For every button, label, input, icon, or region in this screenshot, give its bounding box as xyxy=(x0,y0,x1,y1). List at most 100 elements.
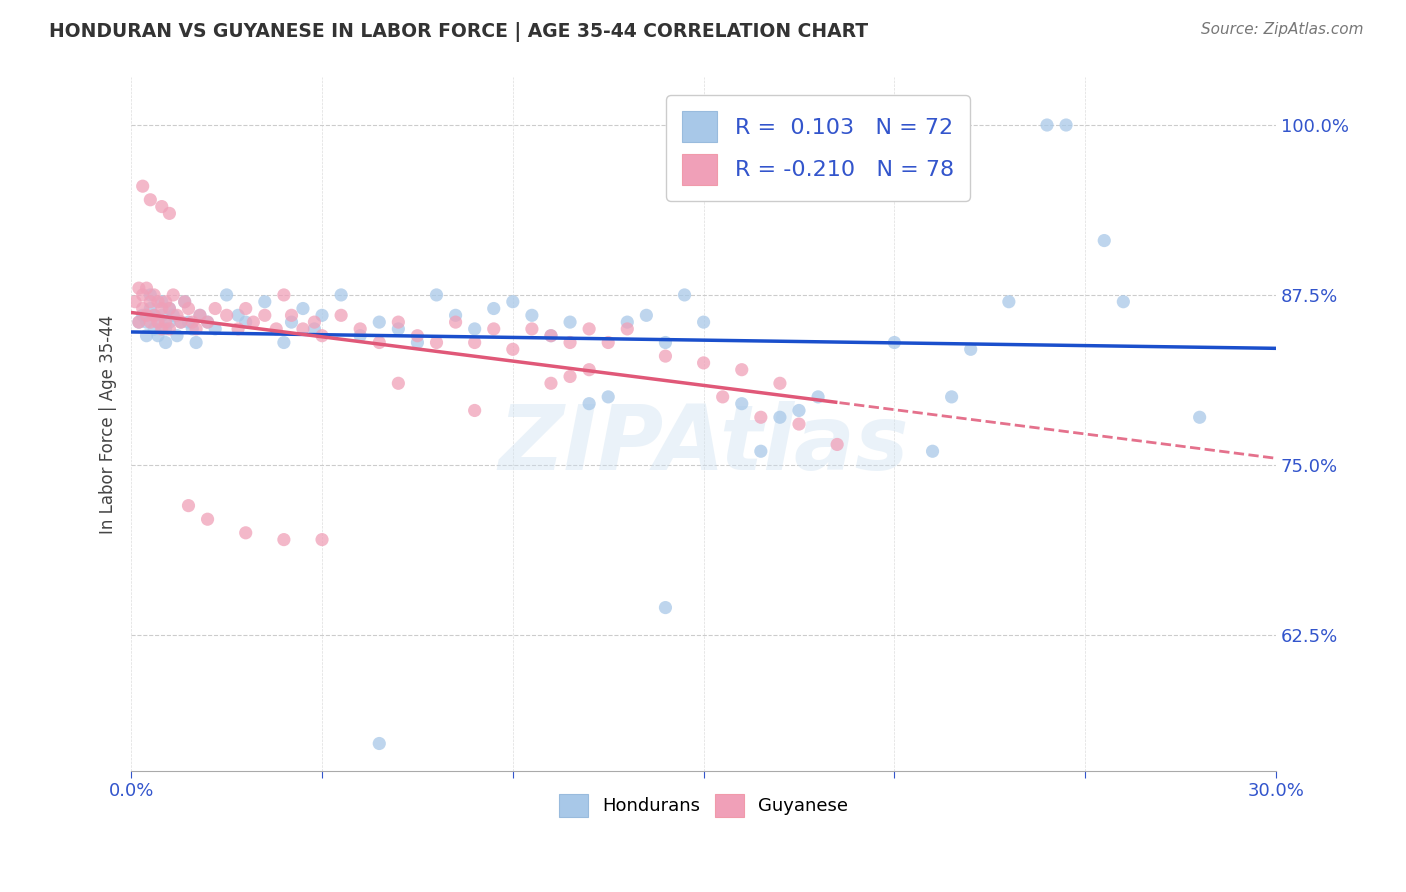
Point xyxy=(177,315,200,329)
Point xyxy=(235,525,257,540)
Point xyxy=(464,403,486,417)
Point xyxy=(598,335,620,350)
Point xyxy=(253,294,276,309)
Point xyxy=(235,315,257,329)
Point xyxy=(654,349,676,363)
Point xyxy=(731,397,754,411)
Point xyxy=(139,294,162,309)
Point xyxy=(166,328,188,343)
Point xyxy=(291,301,314,316)
Point xyxy=(139,288,162,302)
Point xyxy=(291,322,314,336)
Point xyxy=(197,512,219,526)
Point xyxy=(368,737,391,751)
Point xyxy=(1092,234,1115,248)
Point xyxy=(941,390,963,404)
Point xyxy=(177,499,200,513)
Point xyxy=(253,308,276,322)
Point xyxy=(150,301,173,316)
Point xyxy=(124,294,146,309)
Point xyxy=(311,533,333,547)
Point xyxy=(558,315,581,329)
Point xyxy=(368,335,391,350)
Point xyxy=(157,322,180,336)
Point xyxy=(1036,118,1059,132)
Point xyxy=(616,322,638,336)
Point xyxy=(215,288,238,302)
Point xyxy=(188,308,211,322)
Point xyxy=(330,288,353,302)
Point xyxy=(215,308,238,322)
Point xyxy=(146,315,169,329)
Point xyxy=(769,410,792,425)
Point xyxy=(1112,294,1135,309)
Point xyxy=(520,308,543,322)
Point xyxy=(464,322,486,336)
Legend: Hondurans, Guyanese: Hondurans, Guyanese xyxy=(551,787,855,824)
Point xyxy=(226,322,249,336)
Point xyxy=(143,308,166,322)
Point xyxy=(184,335,207,350)
Point xyxy=(921,444,943,458)
Text: Source: ZipAtlas.com: Source: ZipAtlas.com xyxy=(1201,22,1364,37)
Point xyxy=(128,281,150,295)
Point xyxy=(184,322,207,336)
Point xyxy=(173,294,195,309)
Point xyxy=(157,301,180,316)
Point xyxy=(197,315,219,329)
Point xyxy=(304,322,326,336)
Point xyxy=(128,315,150,329)
Point xyxy=(368,315,391,329)
Point xyxy=(616,315,638,329)
Point xyxy=(139,193,162,207)
Point xyxy=(150,322,173,336)
Point xyxy=(143,288,166,302)
Point xyxy=(349,328,371,343)
Point xyxy=(482,322,505,336)
Point xyxy=(155,315,177,329)
Point xyxy=(387,315,409,329)
Point xyxy=(146,294,169,309)
Point xyxy=(280,315,302,329)
Point xyxy=(155,294,177,309)
Point xyxy=(444,308,467,322)
Point xyxy=(883,335,905,350)
Point xyxy=(711,390,734,404)
Point xyxy=(162,308,184,322)
Point xyxy=(731,362,754,376)
Point xyxy=(578,397,600,411)
Point xyxy=(825,437,848,451)
Point xyxy=(197,315,219,329)
Point xyxy=(135,328,157,343)
Point xyxy=(162,288,184,302)
Point xyxy=(425,335,447,350)
Point xyxy=(807,390,830,404)
Point xyxy=(150,200,173,214)
Point xyxy=(135,308,157,322)
Point xyxy=(143,308,166,322)
Point xyxy=(387,376,409,391)
Point xyxy=(235,301,257,316)
Point xyxy=(131,288,153,302)
Point xyxy=(406,328,429,343)
Point xyxy=(406,335,429,350)
Point xyxy=(181,315,204,329)
Point xyxy=(139,301,162,316)
Point xyxy=(1188,410,1211,425)
Point xyxy=(692,356,714,370)
Point xyxy=(150,308,173,322)
Point xyxy=(749,410,772,425)
Point xyxy=(425,288,447,302)
Point xyxy=(959,343,981,357)
Point xyxy=(150,294,173,309)
Point xyxy=(330,308,353,322)
Point xyxy=(143,322,166,336)
Point xyxy=(787,403,810,417)
Point xyxy=(749,444,772,458)
Point xyxy=(264,322,287,336)
Point xyxy=(311,308,333,322)
Point xyxy=(170,315,193,329)
Point xyxy=(155,322,177,336)
Point xyxy=(769,376,792,391)
Point xyxy=(692,315,714,329)
